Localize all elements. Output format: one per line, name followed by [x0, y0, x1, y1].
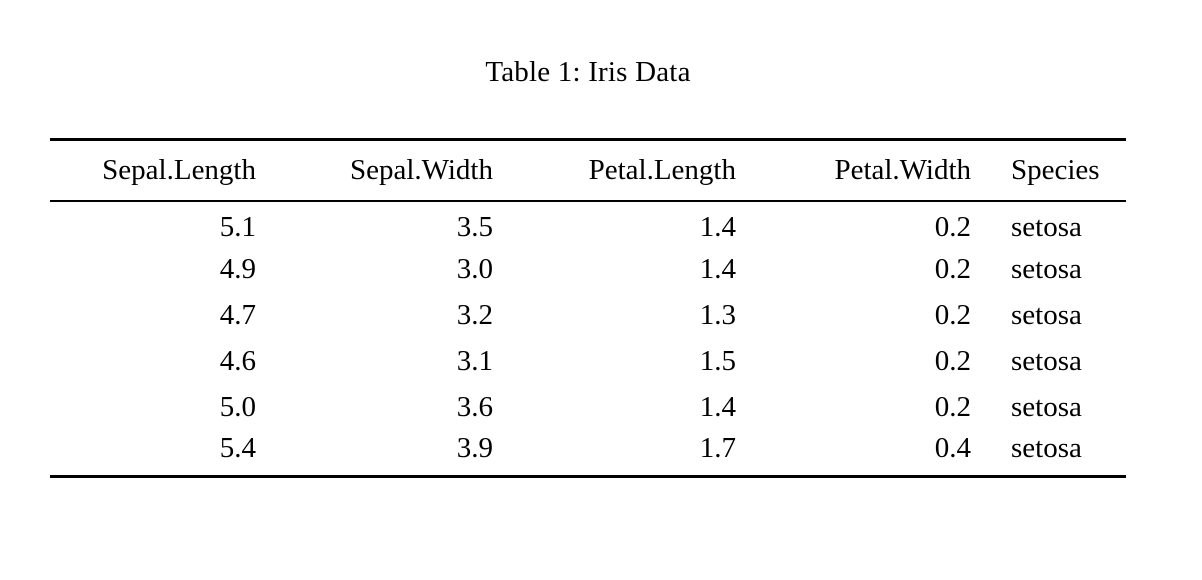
table-row: 4.7 3.2 1.3 0.2 setosa — [50, 293, 1126, 339]
table-cell: 0.2 — [934, 299, 971, 331]
iris-table: Sepal.Length Sepal.Width Petal.Length Pe… — [50, 138, 1126, 478]
header-row: Sepal.Length Sepal.Width Petal.Length Pe… — [50, 139, 1126, 202]
table-caption: Table 1: Iris Data — [485, 56, 691, 88]
column-header-sepal-width: Sepal.Width — [276, 139, 513, 202]
table-header: Sepal.Length Sepal.Width Petal.Length Pe… — [50, 139, 1126, 202]
table-cell: 0.4 — [934, 432, 971, 465]
table-cell: setosa — [1011, 345, 1082, 377]
table-cell: 1.4 — [699, 253, 736, 285]
table-cell: 0.2 — [934, 211, 971, 243]
table-cell: 4.9 — [219, 253, 256, 285]
table-cell: 1.7 — [699, 432, 736, 465]
table-cell: setosa — [1011, 432, 1082, 465]
table-cell: 5.0 — [219, 391, 256, 423]
table-cell: 1.5 — [699, 345, 736, 377]
table-cell: setosa — [1011, 299, 1082, 331]
column-header-petal-length: Petal.Length — [513, 139, 756, 202]
table-row: 5.1 3.5 1.4 0.2 setosa — [50, 201, 1126, 247]
table-cell: setosa — [1011, 253, 1082, 285]
table-cell: 0.2 — [934, 253, 971, 285]
table-row: 4.6 3.1 1.5 0.2 setosa — [50, 339, 1126, 385]
table-cell: 1.4 — [699, 391, 736, 423]
table-row: 5.0 3.6 1.4 0.2 setosa — [50, 385, 1126, 431]
table-cell: 5.4 — [219, 432, 256, 465]
column-header-species: Species — [991, 139, 1126, 202]
column-header-petal-width: Petal.Width — [756, 139, 991, 202]
table-cell: 3.5 — [456, 211, 493, 243]
table-cell: 0.2 — [934, 391, 971, 423]
table-cell: 3.0 — [456, 253, 493, 285]
table-cell: 4.7 — [219, 299, 256, 331]
table-body: 5.1 3.5 1.4 0.2 setosa 4.9 3.0 1.4 0.2 s… — [50, 201, 1126, 477]
table-cell: setosa — [1011, 211, 1082, 243]
table-row: 4.9 3.0 1.4 0.2 setosa — [50, 247, 1126, 293]
table-cell: 1.3 — [699, 299, 736, 331]
table-row: 5.4 3.9 1.7 0.4 setosa — [50, 431, 1126, 477]
table-cell: 3.2 — [456, 299, 493, 331]
table-cell: setosa — [1011, 391, 1082, 423]
column-header-sepal-length: Sepal.Length — [50, 139, 276, 202]
table-cell: 5.1 — [219, 211, 256, 243]
table-block: Table 1: Iris Data Sepal.Length Sepal.Wi… — [50, 0, 1126, 478]
table-cell: 3.1 — [456, 345, 493, 377]
table-cell: 1.4 — [699, 211, 736, 243]
table-cell: 0.2 — [934, 345, 971, 377]
table-cell: 3.6 — [456, 391, 493, 423]
table-cell: 4.6 — [219, 345, 256, 377]
table-cell: 3.9 — [456, 432, 493, 465]
